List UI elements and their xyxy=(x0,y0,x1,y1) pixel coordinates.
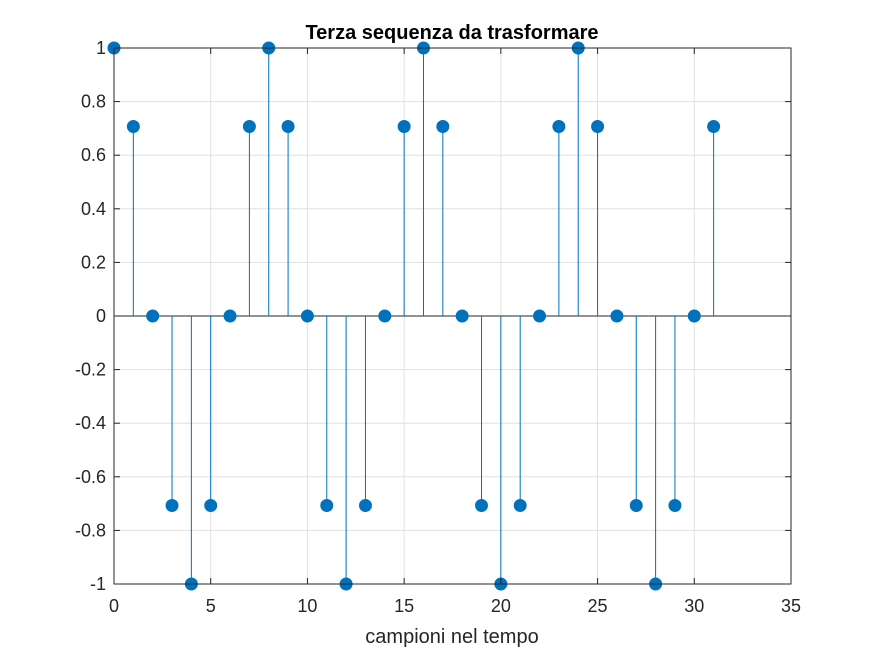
stem-marker xyxy=(687,309,701,323)
stem-marker xyxy=(281,119,295,133)
stem-marker xyxy=(126,119,140,133)
x-tick-label: 25 xyxy=(588,596,608,616)
stem-marker xyxy=(513,499,527,513)
y-tick-label: 0.4 xyxy=(81,199,106,219)
stem-series xyxy=(107,41,721,591)
x-tick-label: 10 xyxy=(297,596,317,616)
y-tick-label: 0.8 xyxy=(81,92,106,112)
stem-marker xyxy=(533,309,547,323)
stem-marker xyxy=(591,119,605,133)
x-axis-label: campioni nel tempo xyxy=(365,626,538,648)
stem-marker xyxy=(707,119,721,133)
y-tick-label: 0.2 xyxy=(81,252,106,272)
stem-marker xyxy=(223,309,237,323)
y-tick-label: 0.6 xyxy=(81,145,106,165)
x-tick-label: 30 xyxy=(684,596,704,616)
x-tick-label: 15 xyxy=(394,596,414,616)
y-tick-label: -0.4 xyxy=(75,413,106,433)
stem-marker xyxy=(165,499,179,513)
stem-marker xyxy=(397,119,411,133)
stem-marker xyxy=(455,309,469,323)
x-tick-label: 0 xyxy=(109,596,119,616)
stem-marker xyxy=(629,499,643,513)
x-tick-label: 35 xyxy=(781,596,801,616)
stem-marker xyxy=(436,119,450,133)
y-tick-label: -0.8 xyxy=(75,520,106,540)
stem-marker xyxy=(552,119,566,133)
stem-marker xyxy=(475,499,489,513)
stem-marker xyxy=(242,119,256,133)
y-tick-label: -0.2 xyxy=(75,360,106,380)
x-tick-labels: 0 5 10 15 20 25 30 35 xyxy=(109,596,801,616)
stem-marker xyxy=(300,309,314,323)
stem-marker xyxy=(358,499,372,513)
y-tick-label: -1 xyxy=(90,574,106,594)
y-tick-labels: 1 0.8 0.6 0.4 0.2 0 -0.2 -0.4 -0.6 -0.8 -1 xyxy=(75,38,106,594)
stem-marker xyxy=(668,499,682,513)
x-tick-label: 20 xyxy=(491,596,511,616)
stem-marker xyxy=(320,499,334,513)
y-tick-label: -0.6 xyxy=(75,467,106,487)
stem-marker xyxy=(378,309,392,323)
stem-marker xyxy=(610,309,624,323)
stem-marker xyxy=(204,499,218,513)
y-tick-label: 1 xyxy=(96,38,106,58)
y-tick-label: 0 xyxy=(96,306,106,326)
chart-title: Terza sequenza da trasformare xyxy=(305,22,598,44)
stem-marker xyxy=(146,309,160,323)
tick-marks xyxy=(113,47,792,585)
x-tick-label: 5 xyxy=(206,596,216,616)
